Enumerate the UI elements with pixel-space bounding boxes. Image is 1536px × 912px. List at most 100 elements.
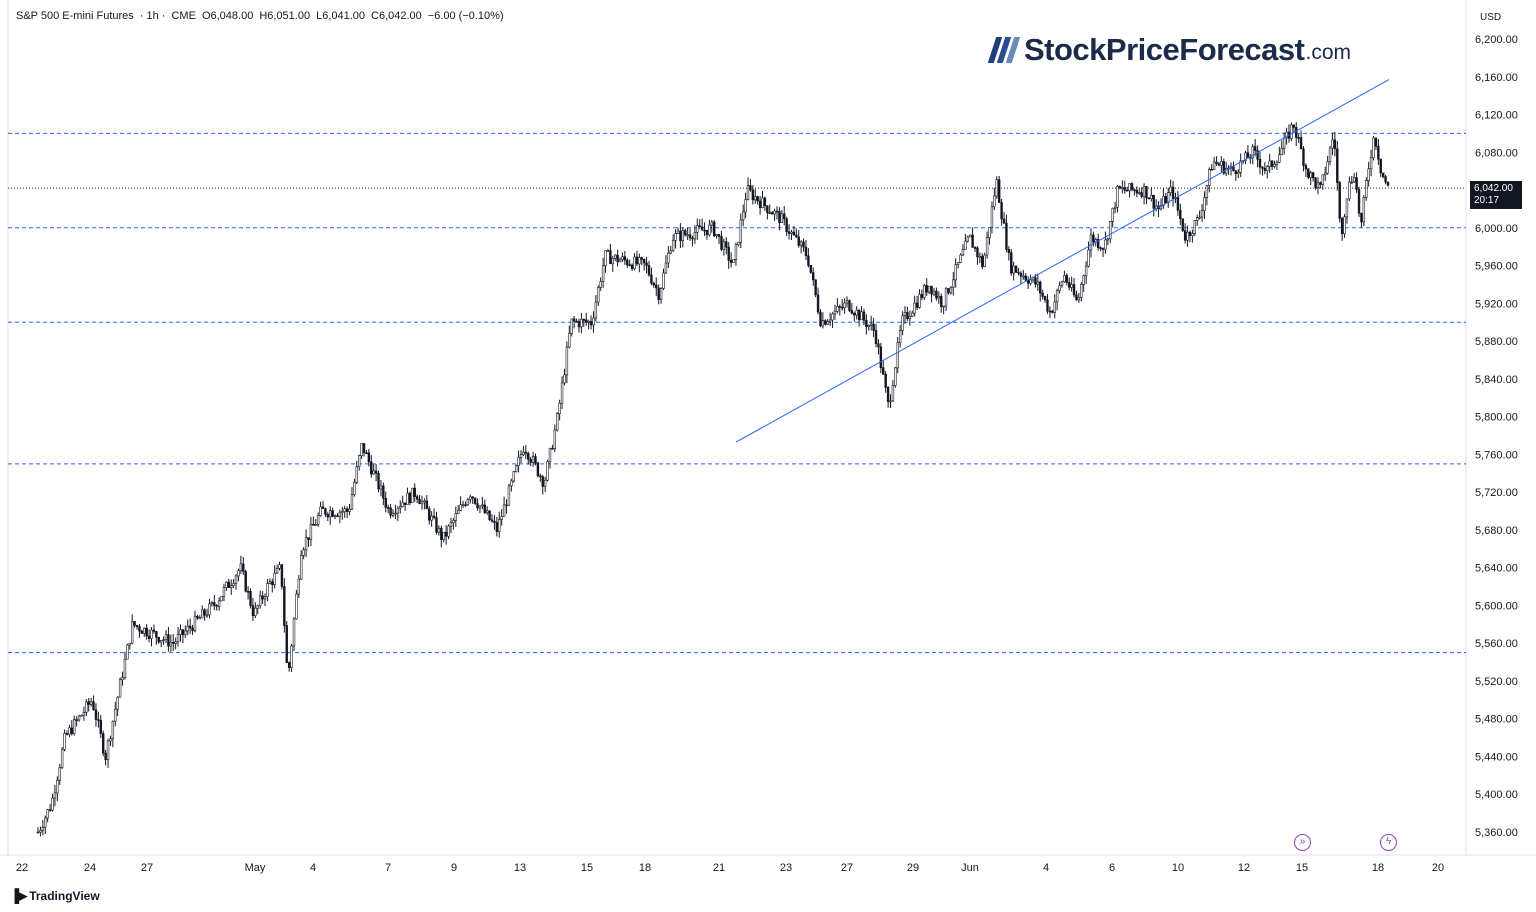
candle-body [157, 636, 160, 643]
candle-body [983, 254, 986, 267]
candle [510, 478, 513, 492]
candle-body [601, 265, 605, 282]
candle [1121, 180, 1124, 194]
candle-body [792, 231, 796, 236]
candle-body [848, 300, 851, 311]
candle [172, 633, 175, 652]
candle [589, 315, 593, 330]
candle [162, 636, 165, 645]
candle [1186, 225, 1189, 247]
candle-body [606, 250, 610, 252]
candle [604, 250, 607, 273]
candle-body [1212, 161, 1216, 170]
candle-body [1186, 231, 1189, 241]
ascending-trendline[interactable] [735, 79, 1390, 443]
candle [1019, 270, 1023, 284]
candle [1099, 246, 1102, 252]
candle [295, 589, 298, 620]
candle-body [831, 313, 834, 321]
candle-body [287, 662, 291, 668]
candle-body [877, 343, 880, 348]
candle-body [1089, 234, 1093, 251]
candle [357, 454, 361, 471]
candle [60, 746, 64, 769]
candle [273, 565, 276, 589]
lightning-icon[interactable]: ϟ [1380, 834, 1397, 851]
candle [884, 371, 887, 393]
candle-body [1075, 294, 1078, 301]
currency-label[interactable]: USD [1480, 12, 1502, 23]
candle-body [357, 455, 361, 468]
candle-body [691, 237, 694, 240]
candle-body [459, 504, 462, 511]
trendline-layer[interactable] [735, 79, 1390, 443]
candle-body [911, 312, 914, 317]
candle [628, 259, 631, 267]
candle [48, 803, 52, 812]
candle [278, 561, 281, 571]
candle-body [473, 497, 477, 504]
candle [775, 206, 779, 220]
candle-body [1258, 158, 1262, 168]
candle-body [1282, 137, 1286, 149]
candle [478, 505, 482, 514]
candle-body [130, 621, 134, 644]
candle-body [1188, 231, 1192, 236]
y-axis[interactable]: 6,200.006,160.006,120.006,080.006,040.00… [1475, 34, 1518, 839]
y-tick-label: 5,920.00 [1475, 298, 1518, 310]
candle-body [616, 254, 619, 263]
candle [814, 279, 817, 298]
candle [343, 505, 346, 518]
candle-body [345, 508, 349, 512]
candle-body [785, 218, 788, 232]
y-tick-label: 5,560.00 [1475, 638, 1518, 650]
candle-body [58, 767, 61, 781]
candle-body [932, 290, 936, 295]
candle [1196, 214, 1199, 227]
candle-body [46, 809, 49, 819]
candle [1010, 249, 1013, 276]
candle-body [807, 255, 810, 266]
candle [1328, 145, 1332, 166]
symbol-name[interactable]: S&P 500 E-mini Futures [16, 10, 134, 22]
candle-body [510, 480, 513, 487]
x-axis[interactable]: 22 24 27 May 4 7 9 13 15 18 21 23 27 29 Jun 4 6 10 12 15 18 2… [16, 862, 1444, 874]
candle-body [401, 502, 404, 507]
tradingview-brand[interactable]: ▐▶ TradingView [10, 888, 100, 904]
candle-body [1379, 158, 1382, 174]
candle [529, 456, 532, 467]
candle [314, 519, 317, 526]
candle-body [365, 452, 368, 455]
candle-body [1261, 166, 1264, 169]
logo-bars-icon [987, 37, 1021, 63]
candle-body [1002, 218, 1006, 224]
candle-body [324, 508, 327, 515]
candle-body [1386, 181, 1390, 186]
candle-body [773, 210, 776, 215]
candle-body [1321, 174, 1324, 185]
candle-body [674, 233, 677, 241]
candle-body [329, 510, 332, 518]
candle-body [302, 549, 305, 556]
candle [795, 228, 798, 239]
replay-icon[interactable]: » [1294, 834, 1311, 851]
interval[interactable]: · 1h · [139, 10, 166, 22]
candle [633, 253, 636, 271]
candle-body [534, 456, 537, 464]
brand-logo: StockPriceForecast .com [987, 32, 1351, 68]
candle-body [1285, 131, 1288, 139]
candle [553, 424, 557, 453]
x-tick-label: 15 [581, 862, 593, 874]
candle-body [1338, 182, 1341, 219]
candle-body [988, 227, 991, 238]
candle [558, 399, 561, 421]
candle-body [869, 323, 873, 326]
candle-body [802, 241, 805, 248]
candle [577, 318, 581, 333]
candle [754, 188, 757, 204]
candle [853, 311, 856, 322]
candle [816, 287, 820, 315]
candle-body [1048, 310, 1052, 313]
candle [87, 698, 90, 712]
